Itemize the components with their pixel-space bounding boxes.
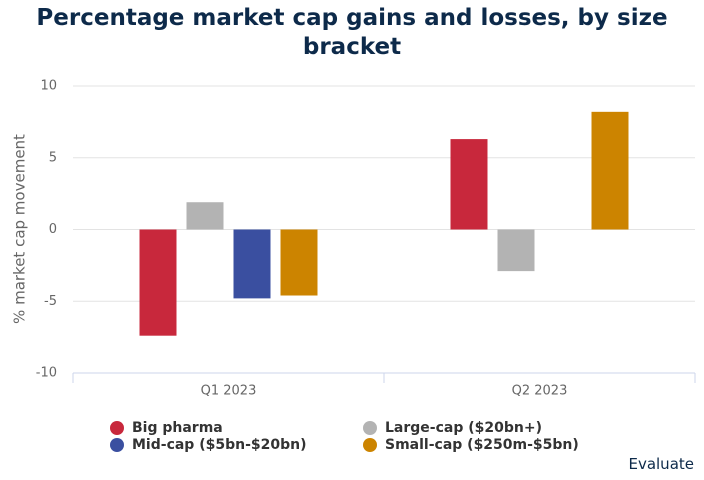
y-tick-label: -10 bbox=[36, 366, 57, 381]
y-tick-label: 5 bbox=[49, 150, 57, 165]
bar bbox=[233, 229, 271, 299]
y-tick-label: -5 bbox=[44, 294, 57, 309]
chart-title: Percentage market cap gains and losses, … bbox=[36, 5, 668, 60]
y-tick-label: 0 bbox=[49, 222, 57, 237]
legend-marker bbox=[363, 421, 377, 435]
bar bbox=[497, 229, 535, 272]
legend-label: Big pharma bbox=[132, 420, 223, 436]
source: Evaluate bbox=[628, 455, 694, 473]
bar bbox=[280, 229, 318, 296]
bar bbox=[139, 229, 177, 336]
y-tick-label: 10 bbox=[40, 79, 57, 94]
x-tick-label: Q1 2023 bbox=[201, 384, 257, 399]
legend-label: Mid-cap ($5bn-$20bn) bbox=[132, 437, 307, 453]
legend-marker bbox=[110, 421, 124, 435]
bar bbox=[186, 202, 224, 230]
legend-marker bbox=[110, 438, 124, 452]
y-axis-label: % market cap movement bbox=[11, 134, 29, 324]
bar bbox=[591, 111, 629, 230]
bar bbox=[450, 139, 488, 230]
legend-label: Small-cap ($250m-$5bn) bbox=[385, 437, 579, 453]
legend-marker bbox=[363, 438, 377, 452]
legend-label: Large-cap ($20bn+) bbox=[385, 420, 542, 436]
x-tick-label: Q2 2023 bbox=[512, 384, 568, 399]
